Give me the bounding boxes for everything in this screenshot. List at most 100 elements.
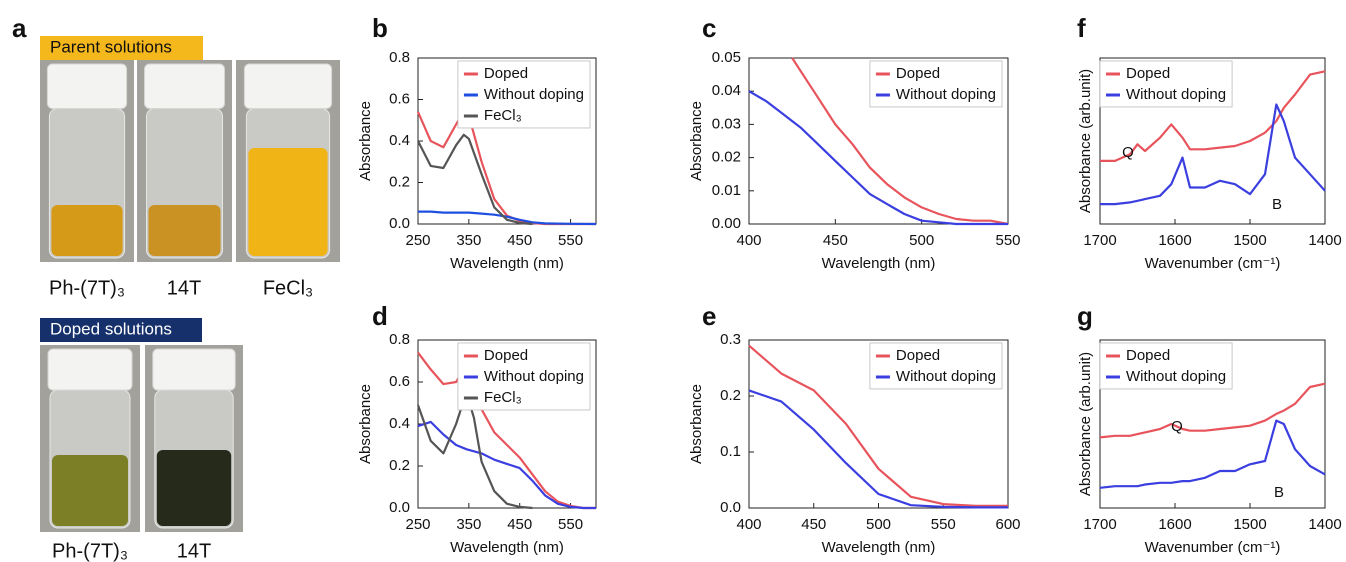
vial-cap [144,63,225,109]
x-tick-label: 1500 [1233,232,1266,249]
x-tick-label: 1400 [1308,516,1341,533]
y-tick-label: 0.01 [712,182,741,199]
plot-frame [748,57,1009,225]
legend: Doped Without doping [869,60,1003,108]
legend: Doped Without doping FeCl₃ [457,60,591,129]
y-tick-label: 0.03 [712,115,741,132]
sample-label: Ph-(7T)₃ [49,277,125,299]
x-tick-label: 450 [507,232,532,249]
x-tick-label: 1600 [1158,232,1191,249]
y-tick-label: 0.00 [712,215,741,232]
y-tick-label: 0.3 [720,331,741,348]
y-tick-label: 0.8 [389,49,410,66]
y-tick-label: 0.0 [720,499,741,516]
x-tick-label: 250 [405,516,430,533]
annotation: Q [1122,144,1134,161]
x-axis-title: Wavenumber (cm⁻¹) [1145,255,1281,272]
y-tick-label: 0.4 [389,415,410,432]
x-tick-label: 500 [866,516,891,533]
y-tick-label: 0.2 [389,173,410,190]
y-tick-label: 0.0 [389,499,410,516]
y-axis-title: Absorbance [688,384,705,464]
data-line [1099,382,1326,439]
label-box [40,318,202,342]
data-line [791,57,1009,226]
legend-label: Without doping [896,86,996,103]
x-tick-label: 400 [736,232,761,249]
vial-cap [152,348,236,391]
legend-label: Without doping [1126,86,1226,103]
legend: Doped Without doping [1099,342,1233,390]
legend-label: Doped [484,65,528,82]
data-line [1100,103,1326,206]
vial-liquid [156,450,232,526]
legend-frame [457,342,591,411]
y-tick-label: 0.04 [712,82,741,99]
y-tick-label: 0.8 [389,331,410,348]
legend-label: Without doping [484,86,584,103]
vial-liquid [52,455,128,526]
annotation: B [1274,484,1284,501]
data-line [748,344,1008,507]
legend-label: FeCl₃ [484,389,522,406]
plot-frame [1099,339,1326,509]
x-tick-label: 1700 [1083,232,1116,249]
x-axis-title: Wavelength (nm) [822,539,936,556]
plot-frame [1099,57,1326,225]
x-tick-label: 550 [995,232,1020,249]
x-tick-label: 550 [931,516,956,533]
y-tick-label: 0.2 [720,387,741,404]
x-tick-label: 350 [456,516,481,533]
photos [40,60,340,532]
legend: Doped Without doping [1099,60,1233,108]
y-tick-label: 0.1 [720,443,741,460]
x-tick-label: 550 [558,232,583,249]
x-axis-title: Wavelength (nm) [450,539,564,556]
vial-liquid [51,205,123,256]
annotation: B [1272,196,1282,213]
legend-label: FeCl₃ [484,107,522,124]
sample-label: 14T [177,540,211,562]
legend-frame [1099,60,1233,108]
data-line [1099,419,1326,489]
y-tick-label: 0.05 [712,49,741,66]
vial-liquid [248,148,328,256]
y-axis-title: Absorbance [688,101,705,181]
data-line [418,210,597,226]
legend-label: Doped [484,347,528,364]
data-line [1100,70,1326,162]
data-line [417,133,533,226]
x-tick-label: 500 [909,232,934,249]
group-title: Doped solutions [50,319,172,338]
data-line [417,351,596,510]
vial-cap [243,63,333,109]
annotation: Q [1171,418,1183,435]
vial-cap [46,63,128,109]
y-axis-title: Absorbance (arb.unit) [1077,352,1094,496]
panel-letter: d [372,301,388,331]
y-tick-label: 0.6 [389,373,410,390]
vial-liquid [148,205,221,256]
sample-label: 14T [167,277,201,299]
x-axis-title: Wavenumber (cm⁻¹) [1145,539,1281,556]
vial-cap [47,348,133,391]
panel-letter: b [372,13,388,43]
data-line [748,389,1008,509]
x-tick-label: 1500 [1233,516,1266,533]
data-line [417,420,596,510]
x-tick-label: 1700 [1083,516,1116,533]
x-tick-label: 450 [801,516,826,533]
panel-letter: e [702,301,716,331]
panel-letter: f [1077,13,1086,43]
y-axis-title: Absorbance (arb.unit) [1077,69,1094,213]
legend-label: Doped [896,347,940,364]
label-box [40,36,203,60]
legend-label: Without doping [484,368,584,385]
x-tick-label: 400 [736,516,761,533]
data-line [416,391,533,510]
sample-label: FeCl₃ [263,277,313,299]
sample-label: Ph-(7T)₃ [52,540,128,562]
x-tick-label: 350 [456,232,481,249]
x-tick-label: 600 [995,516,1020,533]
legend-label: Without doping [896,368,996,385]
